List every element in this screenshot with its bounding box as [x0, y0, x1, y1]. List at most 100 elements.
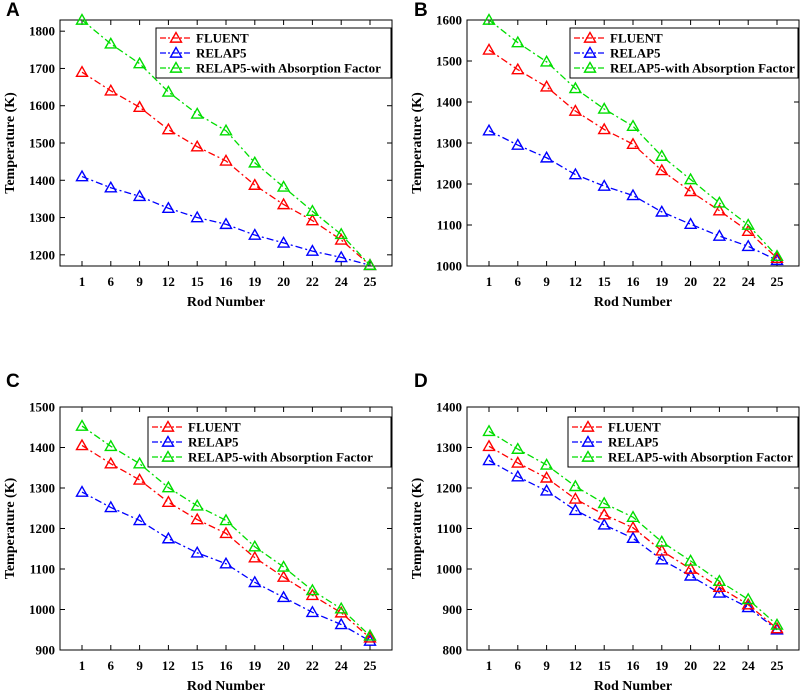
- fluent-marker-0: [75, 65, 89, 78]
- y-tick-label: 1300: [29, 481, 55, 496]
- relap5-marker-5: [626, 531, 640, 544]
- fluent-marker-4: [190, 512, 204, 525]
- y-tick-label: 1200: [29, 247, 55, 262]
- legend-fluent-label: FLUENT: [188, 420, 241, 435]
- fluent-marker-5: [219, 526, 233, 539]
- relap5-absorption-marker-8: [305, 204, 320, 217]
- relap5-line: [81, 491, 371, 642]
- y-tick-label: 1100: [30, 562, 55, 577]
- fluent-marker-4: [597, 122, 611, 135]
- legend-fluent-marker-0: [581, 420, 595, 432]
- relap5-marker-9: [334, 250, 348, 263]
- relap5-marker-6: [655, 204, 669, 217]
- relap5-marker-2: [132, 189, 147, 202]
- fluent-marker-1: [511, 62, 525, 75]
- x-axis-title: Rod Number: [187, 679, 265, 693]
- x-tick-label: 1: [79, 658, 86, 673]
- legend-box: [567, 416, 799, 468]
- relap5-marker-6: [248, 575, 262, 588]
- relap5-marker-7: [276, 235, 291, 248]
- relap5-absorption-marker-7: [683, 172, 698, 185]
- y-axis-title: Temperature (K): [3, 477, 18, 579]
- relap5-marker-9: [334, 617, 348, 630]
- relap5-absorption-marker-0: [75, 13, 89, 25]
- y-tick-label: 1500: [29, 136, 55, 151]
- fluent-marker-10: [363, 630, 377, 643]
- relap5-absorption-marker-2: [132, 456, 147, 469]
- x-tick-label: 12: [162, 274, 175, 289]
- y-tick-label: 1400: [436, 95, 462, 110]
- fluent-marker-6: [655, 543, 669, 556]
- relap5-absorption-marker-0: [482, 13, 496, 25]
- relap5-absorption-marker-4: [190, 107, 204, 119]
- relap5-absorption-marker-0: [75, 419, 89, 431]
- relap5-absorption-marker-8: [712, 195, 727, 208]
- x-tick-label: 22: [713, 658, 726, 673]
- relap5-marker-1: [104, 180, 118, 193]
- relap5-absorption-marker-1: [511, 35, 525, 48]
- fluent-marker-6: [248, 550, 262, 563]
- fluent-marker-8: [305, 213, 320, 226]
- series-relap5: [482, 123, 784, 266]
- x-axis-title: Rod Number: [187, 295, 265, 310]
- x-tick-label: 15: [191, 274, 205, 289]
- x-tick-label: 19: [655, 658, 669, 673]
- relap5-marker-9: [741, 239, 755, 252]
- relap5-marker-7: [683, 568, 698, 581]
- x-tick-label: 20: [277, 274, 290, 289]
- relap5-marker-0: [482, 123, 496, 136]
- y-tick-label: 1000: [436, 259, 462, 274]
- fluent-marker-2: [539, 470, 554, 483]
- relap5-absorption-marker-8: [305, 583, 320, 596]
- fluent-marker-7: [276, 570, 291, 582]
- relap5-marker-2: [132, 513, 147, 526]
- relap5-marker-5: [219, 556, 233, 569]
- fluent-marker-7: [683, 562, 698, 574]
- y-tick-label: 1200: [436, 177, 462, 192]
- series-fluent: [482, 43, 784, 264]
- y-tick-label: 1500: [29, 400, 55, 415]
- x-tick-label: 15: [598, 274, 612, 289]
- relap5-marker-3: [568, 167, 583, 180]
- y-tick-label: 1300: [29, 210, 55, 225]
- relap5-absorption-marker-10: [770, 617, 784, 630]
- x-tick-label: 1: [486, 274, 493, 289]
- series-relap5-absorption: [75, 419, 377, 641]
- legend-relap5-absorption-marker-0: [581, 450, 595, 462]
- y-tick-label: 900: [443, 602, 463, 617]
- fluent-marker-6: [655, 163, 669, 176]
- y-tick-label: 1200: [29, 521, 55, 536]
- x-tick-label: 22: [306, 274, 319, 289]
- relap5-absorption-marker-8: [712, 574, 727, 586]
- fluent-line: [81, 444, 371, 639]
- relap5-absorption-marker-2: [539, 458, 554, 470]
- relap5-marker-8: [305, 244, 320, 256]
- fluent-marker-7: [276, 197, 291, 210]
- x-tick-label: 16: [220, 274, 234, 289]
- relap5-marker-1: [511, 469, 525, 482]
- fluent-marker-9: [334, 605, 348, 618]
- legend-relap5-absorption-marker-0: [169, 61, 183, 73]
- relap5-line: [488, 130, 778, 261]
- y-axis-title: Temperature (K): [410, 477, 425, 579]
- x-tick-label: 16: [627, 658, 641, 673]
- fluent-marker-3: [161, 122, 176, 135]
- relap5-absorption-marker-7: [276, 180, 291, 192]
- relap5-marker-6: [248, 228, 262, 240]
- fluent-marker-0: [482, 43, 496, 55]
- relap5-marker-10: [770, 253, 784, 266]
- relap5-absorption-marker-0: [482, 424, 496, 437]
- x-tick-label: 12: [569, 658, 582, 673]
- fluent-marker-0: [482, 439, 496, 452]
- relap5-absorption-marker-3: [161, 480, 176, 493]
- fluent-marker-3: [568, 104, 583, 116]
- x-tick-label: 6: [108, 658, 115, 673]
- x-tick-label: 6: [108, 274, 115, 289]
- relap5-absorption-marker-1: [104, 36, 118, 49]
- relap5-absorption-marker-9: [741, 218, 755, 230]
- relap5-marker-4: [190, 210, 204, 223]
- x-tick-label: 6: [515, 274, 522, 289]
- relap5-marker-0: [75, 169, 89, 182]
